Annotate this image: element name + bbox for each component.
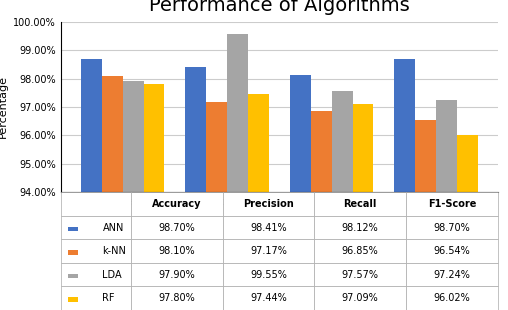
Bar: [406, 192, 498, 216]
Bar: [353, 104, 373, 310]
Text: 97.17%: 97.17%: [250, 246, 287, 256]
Text: 97.80%: 97.80%: [158, 293, 195, 303]
Bar: [406, 239, 498, 263]
Bar: [314, 239, 406, 263]
Bar: [290, 75, 311, 310]
Bar: [102, 76, 122, 310]
Bar: [61, 192, 131, 216]
Text: 97.90%: 97.90%: [158, 270, 195, 280]
Bar: [68, 297, 78, 302]
Bar: [61, 263, 131, 286]
Y-axis label: Percentage: Percentage: [0, 75, 8, 139]
Text: F1-Score: F1-Score: [428, 199, 476, 209]
Text: RF: RF: [103, 293, 115, 303]
Text: ANN: ANN: [103, 223, 124, 232]
Bar: [131, 263, 223, 286]
Bar: [227, 34, 248, 310]
Bar: [248, 95, 269, 310]
Text: 97.09%: 97.09%: [342, 293, 378, 303]
Text: k-NN: k-NN: [103, 246, 126, 256]
Text: 98.10%: 98.10%: [158, 246, 195, 256]
Text: 97.24%: 97.24%: [433, 270, 470, 280]
Bar: [406, 263, 498, 286]
Bar: [223, 216, 314, 239]
Bar: [61, 239, 131, 263]
Text: 98.70%: 98.70%: [434, 223, 470, 232]
Text: 98.12%: 98.12%: [342, 223, 378, 232]
Bar: [314, 192, 406, 216]
Bar: [332, 91, 353, 310]
Bar: [436, 100, 457, 310]
Text: 96.54%: 96.54%: [434, 246, 470, 256]
Bar: [223, 239, 314, 263]
Bar: [131, 286, 223, 310]
Bar: [122, 81, 144, 310]
Bar: [68, 250, 78, 255]
Text: Precision: Precision: [243, 199, 294, 209]
Bar: [144, 84, 165, 310]
Bar: [406, 286, 498, 310]
Bar: [415, 120, 436, 310]
Bar: [406, 216, 498, 239]
Bar: [131, 192, 223, 216]
Bar: [394, 59, 415, 310]
Text: 96.02%: 96.02%: [434, 293, 470, 303]
Text: LDA: LDA: [103, 270, 122, 280]
Text: 96.85%: 96.85%: [342, 246, 378, 256]
Title: Performance of Algorithms: Performance of Algorithms: [149, 0, 410, 15]
Bar: [223, 192, 314, 216]
Bar: [314, 263, 406, 286]
Bar: [311, 111, 332, 310]
Bar: [223, 286, 314, 310]
Text: 99.55%: 99.55%: [250, 270, 287, 280]
Bar: [81, 59, 102, 310]
Bar: [61, 286, 131, 310]
Bar: [131, 239, 223, 263]
Text: 97.57%: 97.57%: [342, 270, 379, 280]
Bar: [61, 216, 131, 239]
Bar: [457, 135, 478, 310]
Text: 97.44%: 97.44%: [250, 293, 287, 303]
Bar: [68, 227, 78, 231]
Text: Recall: Recall: [343, 199, 377, 209]
Bar: [185, 67, 206, 310]
Bar: [314, 286, 406, 310]
Bar: [223, 263, 314, 286]
Bar: [131, 216, 223, 239]
Text: Accuracy: Accuracy: [152, 199, 202, 209]
Bar: [206, 102, 227, 310]
Text: 98.70%: 98.70%: [158, 223, 195, 232]
Bar: [314, 216, 406, 239]
Text: 98.41%: 98.41%: [250, 223, 287, 232]
Bar: [68, 274, 78, 278]
